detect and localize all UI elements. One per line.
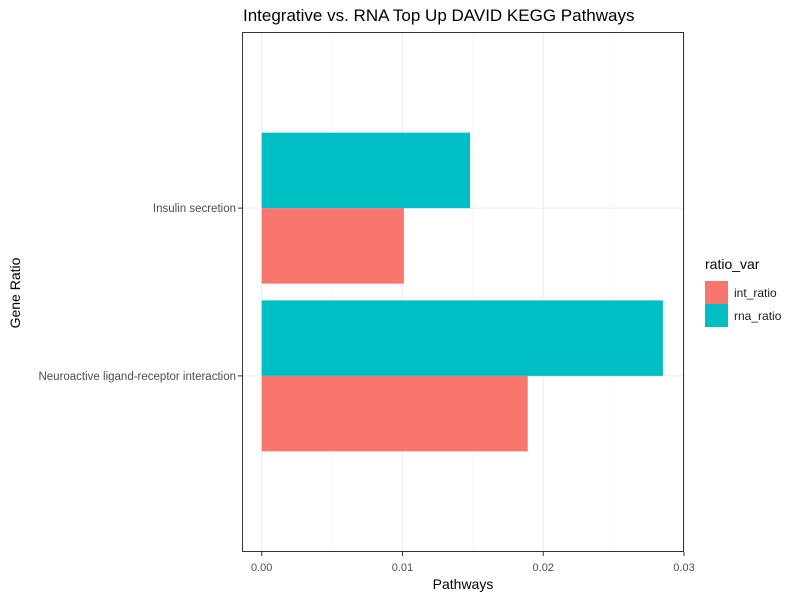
x-tick-label: 0.00 <box>251 562 272 574</box>
bar-int-ratio-2 <box>261 375 528 452</box>
legend-label-rna-ratio: rna_ratio <box>734 308 782 323</box>
legend-title: ratio_var <box>705 256 760 272</box>
x-axis-title: Pathways <box>432 576 494 592</box>
x-tick-label: 0.02 <box>533 562 554 574</box>
legend-swatch-rna-ratio <box>705 304 728 327</box>
axes: 0.00 0.01 0.02 0.03 Insulin secretion Neuroac… <box>38 203 694 574</box>
y-tick-label: Insulin secretion <box>153 203 236 215</box>
chart-title: Integrative vs. RNA Top Up DAVID KEGG Pa… <box>243 6 635 25</box>
legend-swatch-int-ratio <box>705 281 728 304</box>
legend: ratio_var int_ratio rna_ratio <box>705 256 781 327</box>
x-tick-label: 0.01 <box>392 562 413 574</box>
legend-item-int-ratio: int_ratio <box>705 281 781 304</box>
legend-item-rna-ratio: rna_ratio <box>705 304 781 327</box>
bars <box>261 132 663 452</box>
y-axis-title: Gene Ratio <box>7 257 23 329</box>
bar-rna-ratio-1 <box>261 132 471 209</box>
bar-rna-ratio-2 <box>261 300 663 376</box>
plot-panel <box>242 32 684 552</box>
plot-border <box>242 32 684 552</box>
x-tick-label: 0.03 <box>673 562 694 574</box>
bar-int-ratio-1 <box>261 208 404 284</box>
y-tick-label: Neuroactive ligand-receptor interaction <box>38 371 236 383</box>
legend-label-int-ratio: int_ratio <box>734 285 777 300</box>
